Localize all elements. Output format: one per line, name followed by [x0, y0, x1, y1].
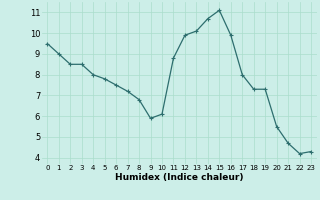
X-axis label: Humidex (Indice chaleur): Humidex (Indice chaleur) — [115, 173, 244, 182]
